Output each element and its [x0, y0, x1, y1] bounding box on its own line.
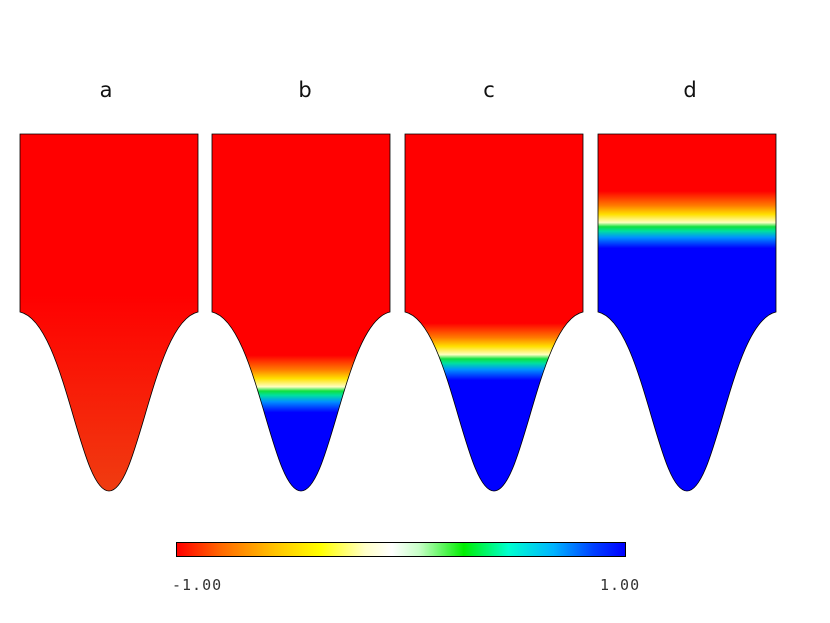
panel-label-d: d	[683, 78, 697, 102]
panel-label-c: c	[483, 78, 495, 102]
panel-label-a: a	[99, 78, 113, 102]
container-shape-b	[211, 133, 391, 492]
container-shape-d	[597, 133, 777, 492]
panels-group	[19, 133, 777, 492]
container-shape-a	[19, 133, 199, 492]
colorbar	[176, 542, 626, 557]
container-shape-c	[404, 133, 584, 492]
colorbar-max-label: 1.00	[600, 576, 641, 594]
colorbar-min-label: -1.00	[172, 576, 223, 594]
panel-label-b: b	[298, 78, 312, 102]
